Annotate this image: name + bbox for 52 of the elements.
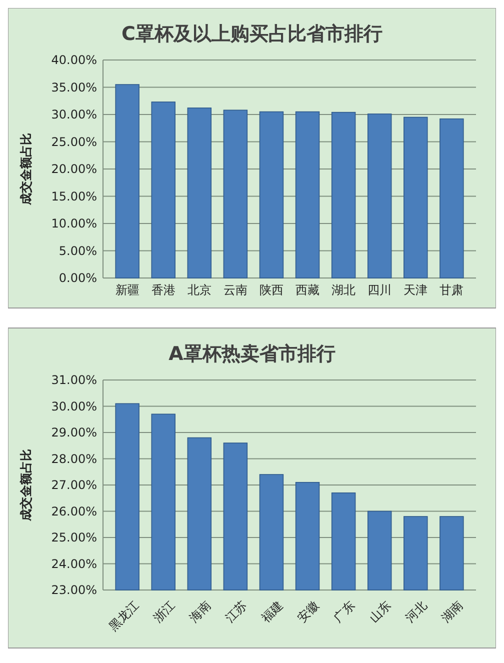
- y-tick-label: 29.00%: [51, 426, 97, 440]
- y-tick-label: 30.00%: [51, 108, 97, 122]
- y-tick-label: 27.00%: [51, 478, 97, 492]
- bar: [151, 102, 176, 278]
- x-tick-label: 湖南: [438, 598, 466, 626]
- chart-title: A罩杯热卖省市排行: [168, 343, 336, 365]
- bar: [115, 84, 140, 278]
- x-tick-label: 云南: [223, 283, 248, 297]
- x-tick-label: 广东: [330, 598, 358, 626]
- x-tick-label: 北京: [187, 283, 212, 297]
- y-tick-label: 28.00%: [51, 452, 97, 466]
- y-tick-label: 20.00%: [51, 162, 97, 176]
- x-tick-label: 甘肃: [440, 283, 464, 297]
- bar: [404, 116, 428, 278]
- bar: [440, 118, 464, 278]
- chart-title: C罩杯及以上购买占比省市排行: [122, 23, 382, 45]
- y-tick-label: 25.00%: [51, 530, 97, 545]
- bar: [295, 111, 320, 278]
- y-tick-label: 10.00%: [51, 216, 97, 231]
- x-tick-label: 海南: [186, 598, 214, 626]
- y-tick-label: 35.00%: [51, 80, 97, 94]
- y-tick-label: 40.00%: [51, 53, 97, 68]
- y-tick-label: 31.00%: [51, 373, 97, 388]
- x-tick-label: 四川: [368, 283, 392, 297]
- bar: [331, 112, 356, 278]
- y-tick-label: 24.00%: [51, 556, 97, 571]
- x-tick-label: 黑龙江: [106, 598, 142, 634]
- y-axis-title: 成交金额占比: [19, 449, 33, 522]
- bar: [187, 108, 212, 278]
- x-tick-label: 福建: [258, 598, 286, 626]
- y-tick-label: 15.00%: [51, 189, 97, 204]
- x-tick-label: 西藏: [296, 283, 320, 297]
- bar: [259, 111, 284, 278]
- y-axis-title: 成交金额占比: [19, 133, 33, 206]
- x-tick-label: 新疆: [115, 283, 140, 297]
- y-tick-label: 0.00%: [58, 271, 97, 286]
- y-tick-label: 26.00%: [51, 504, 97, 518]
- y-tick-label: 30.00%: [51, 399, 97, 414]
- x-tick-label: 浙江: [150, 598, 178, 626]
- x-tick-label: 山东: [366, 598, 394, 626]
- x-tick-label: 天津: [404, 283, 428, 297]
- bar: [223, 110, 248, 278]
- x-tick-label: 安徽: [294, 598, 322, 626]
- x-tick-label: 江苏: [222, 598, 250, 626]
- x-tick-label: 河北: [402, 598, 430, 626]
- x-tick-label: 香港: [151, 283, 176, 297]
- y-tick-label: 23.00%: [51, 583, 97, 598]
- y-tick-label: 5.00%: [58, 244, 97, 258]
- x-tick-label: 湖北: [332, 283, 356, 297]
- x-tick-label: 陕西: [259, 283, 284, 297]
- y-tick-label: 25.00%: [51, 134, 97, 149]
- bar: [367, 114, 392, 278]
